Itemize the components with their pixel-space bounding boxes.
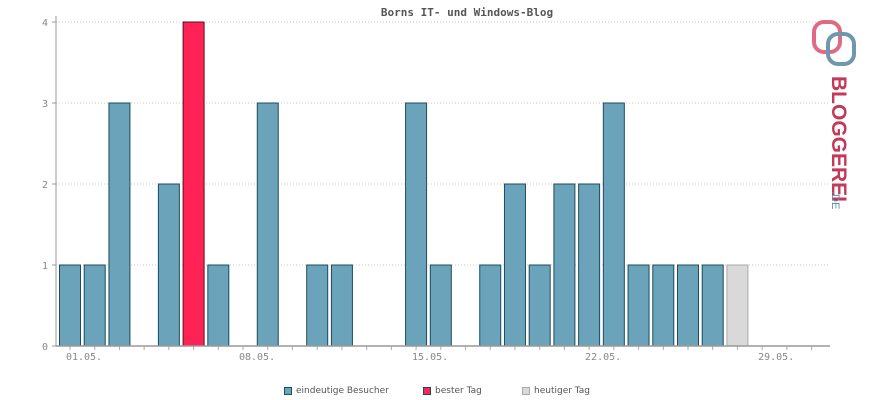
bar-day-18	[479, 264, 502, 347]
bar-day-9	[256, 102, 279, 347]
bar-day-25	[652, 264, 675, 347]
x-tick-labels: 01.05. 08.05. 15.05. 22.05. 29.05.	[66, 352, 794, 363]
x-tick-label: 29.05.	[758, 352, 794, 363]
bar-best-day	[182, 21, 205, 347]
logo-emblem-icon	[812, 20, 856, 66]
bars	[59, 21, 749, 347]
bloggerei-logo: BLOGGEREI .DE	[812, 18, 868, 218]
legend: eindeutige Besucher bester Tag heutiger …	[0, 384, 870, 398]
bar-day-7	[207, 264, 230, 347]
legend-label-visitors: eindeutige Besucher	[296, 386, 389, 396]
legend-swatch-best-day	[423, 387, 431, 395]
logo-suffix: .DE	[829, 191, 841, 209]
legend-item-visitors: eindeutige Besucher	[284, 384, 389, 398]
bar-day-11	[306, 264, 329, 347]
bar-day-1	[59, 264, 81, 347]
axes	[52, 16, 830, 350]
logo-wordmark: BLOGGEREI	[827, 76, 850, 202]
legend-swatch-visitors	[284, 387, 292, 395]
bar-day-3	[108, 102, 131, 347]
y-tick-label: 1	[42, 261, 48, 272]
bar-day-22	[578, 183, 601, 347]
bar-today	[726, 264, 749, 347]
bar-day-20	[528, 264, 551, 347]
bar-day-23	[602, 102, 625, 347]
bar-day-27	[701, 264, 724, 347]
chart-title: Borns IT- und Windows-Blog	[381, 6, 553, 19]
bar-day-15	[405, 102, 428, 347]
y-tick-label: 4	[42, 18, 48, 29]
bar-day-16	[429, 264, 452, 347]
bar-day-5	[157, 183, 180, 347]
x-tick-label: 15.05.	[412, 352, 448, 363]
legend-swatch-today	[522, 387, 530, 395]
legend-item-best-day: bester Tag	[423, 384, 482, 398]
y-tick-label: 0	[42, 342, 48, 353]
x-tick-label: 08.05.	[239, 352, 275, 363]
legend-label-today: heutiger Tag	[534, 386, 591, 396]
legend-label-best-day: bester Tag	[435, 386, 482, 396]
y-tick-label: 2	[42, 180, 48, 191]
logo-graphic: BLOGGEREI .DE	[812, 20, 856, 209]
y-tick-labels: 0 1 2 3 4	[42, 18, 48, 353]
bar-day-19	[503, 183, 526, 347]
legend-item-today: heutiger Tag	[522, 384, 590, 398]
bar-day-26	[677, 264, 699, 347]
y-tick-label: 3	[42, 99, 48, 110]
bar-day-12	[330, 264, 353, 347]
x-tick-label: 01.05.	[66, 352, 102, 363]
bar-day-21	[553, 183, 576, 347]
x-tick-label: 22.05.	[585, 352, 621, 363]
bar-day-24	[627, 264, 650, 347]
bar-day-2	[83, 264, 106, 347]
